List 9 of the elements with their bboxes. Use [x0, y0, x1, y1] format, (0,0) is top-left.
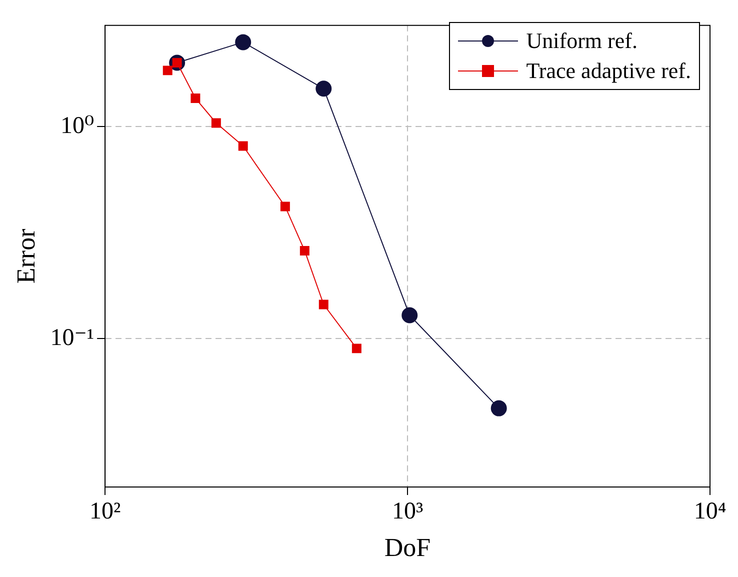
y-tick-label: 10⁻¹	[50, 325, 94, 352]
y-tick-label: 10⁰	[60, 112, 94, 139]
legend-label: Trace adaptive ref.	[526, 57, 691, 85]
legend-label: Uniform ref.	[526, 27, 638, 55]
x-tick-label: 10⁴	[694, 498, 726, 525]
x-tick-label: 10²	[89, 498, 121, 525]
y-axis-title: Error	[11, 228, 40, 284]
x-axis-title: DoF	[384, 533, 431, 562]
x-tick-label: 10³	[392, 498, 424, 525]
